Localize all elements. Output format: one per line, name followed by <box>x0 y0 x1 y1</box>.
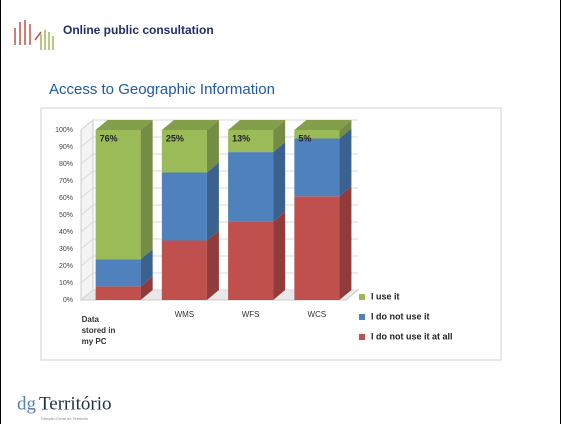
value-label: 5% <box>298 133 311 143</box>
bar-side <box>140 249 153 287</box>
bar-top <box>228 120 286 130</box>
y-tick-label: 20% <box>59 263 73 270</box>
legend-label: I do not use it at all <box>371 331 453 341</box>
y-tick-label: 80% <box>59 161 73 168</box>
bar-segment <box>161 240 207 300</box>
bar-segment <box>294 130 340 139</box>
bar-segment <box>95 259 141 287</box>
bar-side <box>273 120 286 153</box>
bar-segment <box>161 130 207 173</box>
legend-label: I do not use it <box>371 311 430 321</box>
bar-segment <box>228 130 274 153</box>
bar-segment <box>95 286 141 300</box>
y-tick-label: 40% <box>59 229 73 236</box>
value-label: 25% <box>166 133 184 143</box>
y-tick-label: 0% <box>63 297 73 304</box>
value-label: 13% <box>232 133 250 143</box>
bar-segment <box>95 130 141 260</box>
chart-frame <box>40 107 502 361</box>
header-title: Online public consultation <box>63 23 214 37</box>
bar-top <box>161 120 219 130</box>
bar-top <box>294 120 352 130</box>
header-icon <box>14 20 54 50</box>
y-tick-label: 100% <box>55 127 73 134</box>
y-tick-label: 60% <box>59 195 73 202</box>
y-tick-label: 90% <box>59 144 73 151</box>
legend-swatch <box>359 314 365 320</box>
x-tick-label: Data stored in my PC <box>81 315 116 346</box>
bar-side <box>339 120 352 139</box>
bar-side <box>140 120 153 260</box>
bar-side <box>339 186 352 300</box>
logo-tagline: Direção-Geral do Território <box>41 416 89 421</box>
bar-segment <box>161 172 207 241</box>
bar-side <box>273 142 286 222</box>
bar-side <box>339 128 352 197</box>
y-tick-label: 30% <box>59 246 73 253</box>
value-label: 76% <box>100 133 118 143</box>
y-tick-label: 10% <box>59 280 73 287</box>
bar-segment <box>228 152 274 222</box>
logo-prefix: dg <box>17 393 37 414</box>
y-tick-label: 50% <box>59 212 73 219</box>
legend-swatch <box>359 334 365 340</box>
bar-side <box>206 120 219 173</box>
bar-side <box>140 276 153 300</box>
chart-title: Access to Geographic Information <box>49 81 275 98</box>
bar-top <box>95 120 153 130</box>
legend-swatch <box>359 294 365 300</box>
bar-segment <box>294 196 340 300</box>
bar-segment <box>294 138 340 197</box>
bar-side <box>206 162 219 241</box>
logo: Território <box>39 393 112 414</box>
legend-label: I use it <box>371 291 400 301</box>
x-tick-label: WCS <box>307 310 327 319</box>
bar-segment <box>228 221 274 300</box>
bar-side <box>273 211 286 300</box>
y-tick-label: 70% <box>59 178 73 185</box>
bar-side <box>206 230 219 300</box>
x-tick-label: WMS <box>174 310 195 319</box>
x-tick-label: WFS <box>241 310 260 319</box>
